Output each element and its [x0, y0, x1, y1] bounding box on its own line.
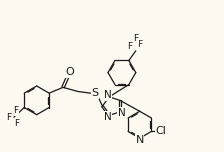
Text: F: F: [13, 106, 18, 115]
Text: S: S: [91, 88, 98, 98]
Text: F: F: [14, 119, 19, 128]
Text: F: F: [6, 112, 11, 121]
Text: F: F: [133, 34, 138, 43]
Text: F: F: [127, 42, 133, 51]
Text: N: N: [118, 108, 125, 118]
Text: O: O: [65, 67, 74, 77]
Text: N: N: [136, 135, 144, 145]
Text: Cl: Cl: [156, 126, 166, 136]
Text: F: F: [137, 40, 142, 49]
Text: N: N: [104, 90, 112, 100]
Text: N: N: [104, 112, 111, 122]
